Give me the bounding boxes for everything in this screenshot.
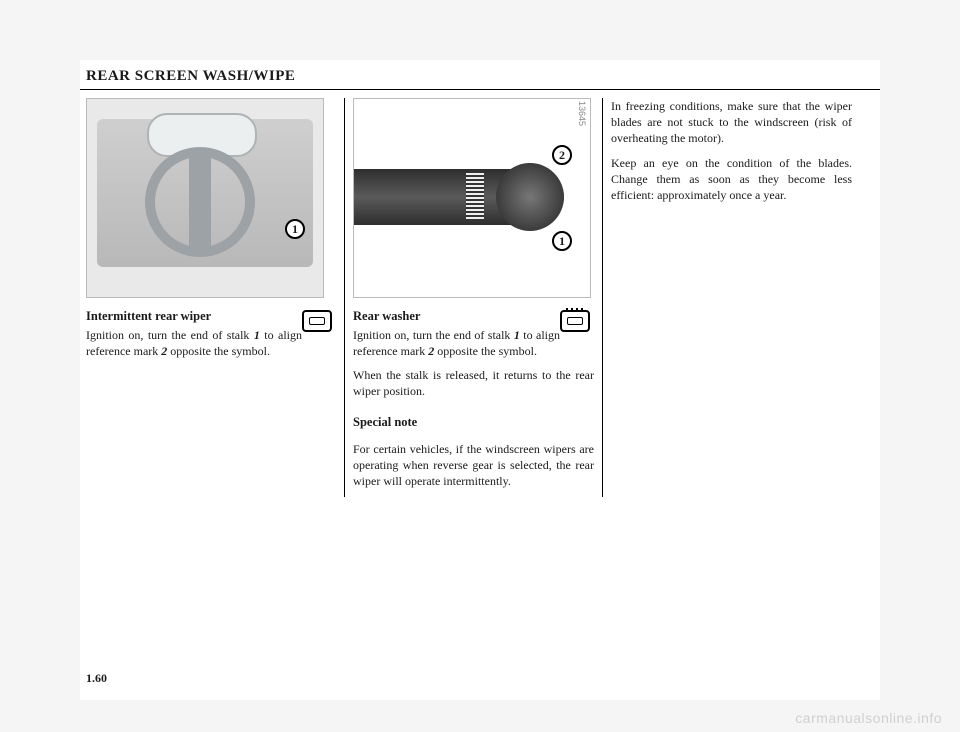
callout-1: 1 bbox=[285, 219, 305, 239]
stalk-ring bbox=[466, 173, 484, 221]
column-left: 1 Intermittent rear wiper Ignition on, t… bbox=[86, 98, 344, 497]
figure-dashboard: 1 bbox=[86, 98, 324, 298]
note-body: For certain vehicles, if the windscreen … bbox=[353, 441, 594, 490]
section-rear-washer: Rear washer Ignition on, turn the end of… bbox=[353, 308, 594, 489]
advice-text: In freezing conditions, make sure that t… bbox=[611, 98, 852, 147]
page-title: REAR SCREEN WASH/WIPE bbox=[80, 60, 880, 90]
steering-wheel bbox=[145, 147, 255, 257]
text-fragment: Ignition on, turn the end of stalk bbox=[86, 328, 254, 342]
wiper-stalk bbox=[354, 169, 564, 225]
column-right: In freezing conditions, make sure that t… bbox=[602, 98, 860, 497]
section-intermittent-wiper: Intermittent rear wiper Ignition on, tur… bbox=[86, 308, 336, 359]
text-fragment: opposite the symbol. bbox=[167, 344, 270, 358]
rear-washer-icon bbox=[560, 310, 590, 332]
page-number: 1.60 bbox=[86, 671, 107, 686]
text-fragment: opposite the symbol. bbox=[434, 344, 537, 358]
subheading: Intermittent rear wiper bbox=[86, 308, 211, 325]
callout-2: 2 bbox=[552, 145, 572, 165]
rear-wiper-icon bbox=[302, 310, 332, 332]
body-text: Ignition on, turn the end of stalk 1 to … bbox=[86, 327, 336, 359]
text-fragment: Ignition on, turn the end of stalk bbox=[353, 328, 514, 342]
subheading-note: Special note bbox=[353, 414, 417, 431]
callout-1: 1 bbox=[552, 231, 572, 251]
subheading: Rear washer bbox=[353, 308, 420, 325]
figure-stalk: 13645 2 1 bbox=[353, 98, 591, 298]
manual-page: REAR SCREEN WASH/WIPE 1 Intermittent rea… bbox=[80, 60, 880, 700]
content-columns: 1 Intermittent rear wiper Ignition on, t… bbox=[80, 90, 880, 497]
column-middle: 13645 2 1 Rear washer Ignition on, turn … bbox=[344, 98, 602, 497]
body-text: When the stalk is released, it returns t… bbox=[353, 367, 594, 399]
body-text: Ignition on, turn the end of stalk 1 to … bbox=[353, 327, 594, 359]
image-id: 13645 bbox=[576, 101, 588, 126]
advice-text: Keep an eye on the condition of the blad… bbox=[611, 155, 852, 204]
watermark: carmanualsonline.info bbox=[795, 710, 942, 726]
